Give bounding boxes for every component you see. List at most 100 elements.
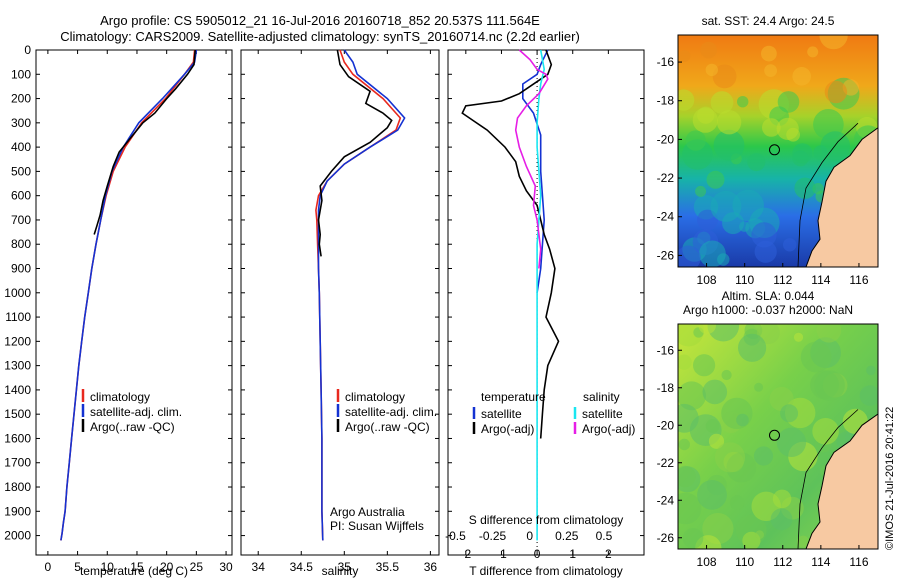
x2-tick-label: -0.5: [445, 529, 466, 543]
legend-label: satellite-adj. clim.: [345, 405, 437, 419]
field-texture-blob: [721, 397, 753, 430]
field-texture-blob: [819, 35, 848, 50]
field-texture-blob: [792, 67, 811, 86]
field-texture-blob: [705, 63, 718, 77]
field-texture-blob: [695, 185, 707, 197]
imos-watermark: ©IMOS 21-Jul-2016 20:41:22: [884, 406, 896, 550]
map-x-tick-label: 108: [697, 273, 717, 287]
map-title-line-1: Altim. SLA: 0.044: [722, 289, 815, 303]
y-tick-label: 800: [11, 237, 31, 251]
field-texture-blob: [761, 45, 777, 62]
legend-label: Argo(..raw -QC): [90, 420, 175, 434]
y-tick-label: 600: [11, 189, 31, 203]
field-texture-blob: [697, 209, 718, 231]
legend-label: satellite: [481, 407, 522, 421]
y-tick-label: 100: [11, 67, 31, 81]
field-texture-blob: [693, 354, 716, 377]
field-texture-blob: [812, 418, 839, 445]
series-line-2: [317, 49, 406, 541]
x-tick-label: 1: [569, 547, 576, 561]
field-texture-blob: [678, 465, 696, 488]
plot-title-line1: Argo profile: CS 5905012_21 16-Jul-2016 …: [100, 13, 540, 28]
legend-label: satellite-adj. clim.: [90, 405, 182, 419]
x-tick-label: 34.5: [290, 560, 314, 574]
x-tick-label: 25: [190, 560, 204, 574]
annotation-text: PI: Susan Wijffels: [330, 519, 424, 533]
field-texture-blob: [794, 177, 816, 199]
x-tick-label: -2: [460, 547, 471, 561]
map-x-tick-label: 116: [849, 555, 868, 569]
field-texture-blob: [783, 238, 797, 252]
x-tick-label: 35: [338, 560, 352, 574]
y-tick-label: 300: [11, 116, 31, 130]
map-x-tick-label: 114: [811, 555, 830, 569]
field-texture-blob: [713, 129, 745, 161]
x-axis-label: temperature (deg C): [80, 564, 188, 578]
y-tick-label: 700: [11, 213, 31, 227]
field-texture-blob: [698, 324, 716, 335]
y-tick-label: 1100: [5, 310, 31, 324]
x-tick-label: 20: [160, 560, 174, 574]
map-y-tick-label: -22: [657, 456, 675, 470]
field-texture-blob: [770, 508, 793, 531]
field-texture-blob: [764, 64, 777, 77]
field-texture-blob: [678, 50, 691, 62]
x-tick-label: 10: [101, 560, 115, 574]
field-texture-blob: [816, 324, 842, 343]
field-texture-blob: [814, 370, 845, 401]
legend-temperature-header: temperature: [481, 390, 546, 404]
map-y-tick-label: -22: [657, 171, 675, 185]
legend-label: Argo(-adj): [481, 422, 534, 436]
map-x-tick-label: 108: [697, 555, 717, 569]
bathymetry-contour: [797, 122, 859, 267]
map-x-tick-label: 110: [735, 555, 754, 569]
field-texture-blob: [755, 530, 764, 540]
field-texture-blob: [751, 222, 777, 248]
y-tick-label: 500: [11, 164, 31, 178]
y-tick-label: 1500: [4, 407, 31, 421]
plot-frame: [447, 49, 645, 556]
map-frame: [677, 34, 879, 268]
field-texture-blob: [678, 403, 699, 433]
s-difference-axis-title: S difference from climatology: [469, 513, 624, 527]
map-x-tick-label: 112: [773, 555, 792, 569]
field-texture-blob: [793, 332, 804, 342]
field-texture-blob: [700, 41, 717, 59]
map-y-tick-label: -24: [657, 493, 675, 507]
field-texture-blob: [807, 46, 819, 58]
field-texture-blob: [824, 80, 848, 104]
map-y-tick-label: -18: [657, 94, 675, 108]
map-x-tick-label: 112: [773, 273, 792, 287]
field-texture-blob: [714, 442, 746, 473]
field-texture-blob: [705, 419, 720, 433]
map-y-tick-label: -20: [657, 418, 675, 432]
series-line-2: [461, 49, 560, 439]
field-texture-blob: [678, 89, 695, 111]
x2-tick-label: -0.25: [479, 529, 507, 543]
profile-panel-3: -2 -1 0 1 2 T difference from climatology S di…: [445, 49, 645, 578]
y-tick-label: 1600: [4, 431, 31, 445]
field-texture-blob: [800, 341, 832, 373]
field-texture-blob: [754, 382, 764, 392]
map-x-tick-label: 114: [811, 273, 830, 287]
annotation-text: Argo Australia: [330, 505, 405, 519]
argo-position-marker: [769, 429, 780, 441]
field-texture-blob: [737, 96, 749, 108]
field-texture-blob: [710, 91, 734, 114]
map-y-tick-label: -16: [657, 55, 675, 69]
series-line-1: [521, 49, 549, 293]
x-axis-label: T difference from climatology: [469, 564, 623, 578]
field-texture-blob: [738, 333, 767, 362]
y-tick-label: 400: [11, 140, 31, 154]
map-title-line-2: Argo h1000: -0.037 h2000: NaN: [683, 303, 853, 317]
series-line-3: [93, 49, 196, 235]
x-tick-label: 30: [219, 560, 233, 574]
bathymetry-contour: [797, 409, 859, 549]
plot-frame: [35, 49, 233, 556]
x-tick-label: 15: [130, 560, 144, 574]
map-field: [678, 35, 878, 267]
legend-label: climatology: [345, 390, 405, 404]
map-y-tick-label: -18: [657, 381, 675, 395]
x-tick-label: 5: [74, 560, 81, 574]
